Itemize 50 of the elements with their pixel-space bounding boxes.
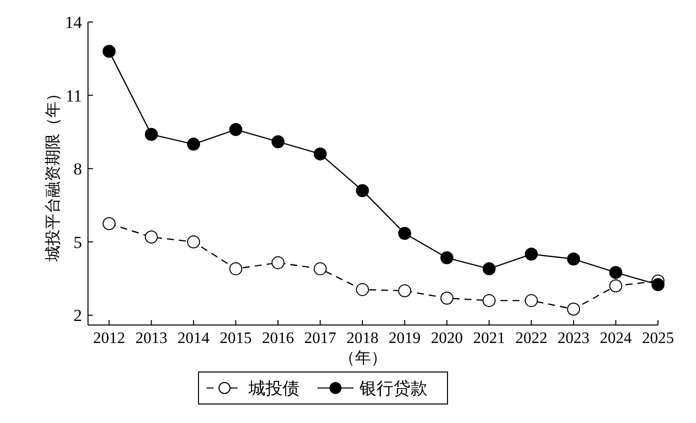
x-tick-label: 2020	[430, 330, 463, 347]
point	[356, 283, 369, 296]
point	[229, 262, 242, 276]
legend-label: 城投债	[248, 378, 300, 398]
x-tick-label: 2014	[178, 330, 210, 347]
point	[187, 235, 200, 248]
x-tick-label: 2017	[304, 330, 336, 347]
point	[567, 302, 580, 316]
point	[524, 248, 538, 261]
point	[609, 279, 622, 292]
y-tick-label: 2	[74, 306, 82, 326]
point	[314, 262, 327, 276]
y-tick-label: 8	[74, 160, 82, 179]
point	[440, 292, 454, 305]
y-axis-title: 城投平台融资期限（年）	[44, 86, 62, 262]
point	[187, 138, 200, 151]
point	[609, 266, 622, 279]
x-tick-label: 2016	[262, 330, 294, 347]
x-tick-label: 2023	[558, 330, 590, 347]
point	[272, 256, 284, 270]
point	[482, 294, 496, 308]
legend-label: 银行贷款	[358, 378, 428, 398]
x-tick-label: 2013	[135, 330, 168, 347]
x-tick-label: 2025	[642, 330, 674, 347]
point	[567, 252, 580, 266]
x-tick-label: 2018	[346, 330, 378, 347]
point	[398, 284, 412, 298]
point	[652, 278, 664, 292]
y-tick-label: 5	[74, 232, 82, 252]
point	[398, 226, 412, 240]
y-tick-label: 14	[65, 12, 82, 32]
point	[229, 123, 242, 136]
point	[144, 128, 158, 141]
y-tick-label: 11	[66, 86, 82, 106]
x-tick-label: 2012	[93, 330, 126, 347]
point	[314, 147, 327, 160]
x-tick-label: 2024	[600, 330, 632, 347]
point	[144, 230, 158, 244]
point	[356, 184, 369, 198]
point	[524, 294, 538, 308]
point	[482, 262, 496, 276]
x-tick-label: 2019	[388, 330, 421, 347]
x-tick-label: 2015	[220, 330, 252, 347]
x-tick-label: 2022	[515, 330, 548, 347]
point	[102, 44, 116, 58]
x-axis-title: （年）	[339, 350, 387, 367]
x-tick-label: 2021	[473, 330, 506, 347]
point	[102, 217, 116, 230]
point	[272, 135, 284, 148]
point	[440, 251, 454, 264]
